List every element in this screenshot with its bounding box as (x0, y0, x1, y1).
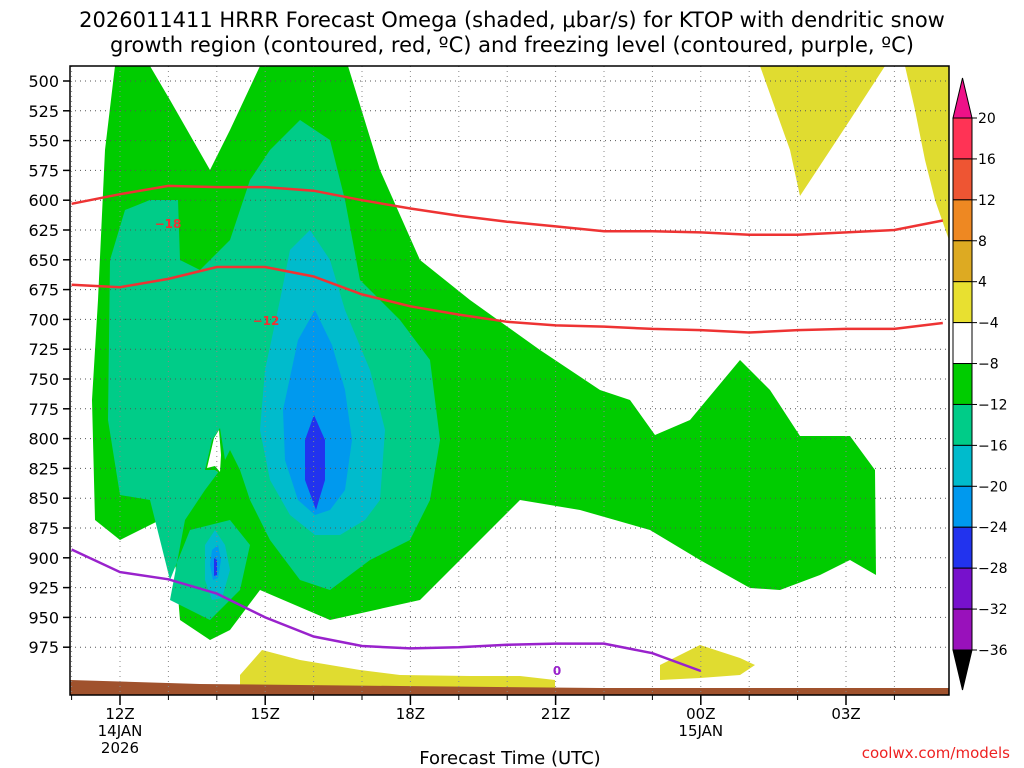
y-tick-label: 875 (28, 519, 59, 538)
y-tick-label: 525 (28, 102, 59, 121)
contour-labels: −18 −12 0 (155, 217, 562, 678)
omega-yellow-bottomright-region (660, 645, 755, 680)
x-tick-label: 18Z (396, 705, 425, 723)
colorbar-label: −24 (978, 520, 1008, 536)
omega-blue-small-region (214, 558, 217, 576)
colorbar-label: 8 (978, 234, 987, 250)
colorbar: 20 16 12 8 4 −4 −8 −12 −16 −20 −24 −28 −32 −36 (952, 77, 1008, 691)
x-tick-label: 12Z (105, 705, 134, 723)
chart-title-line1: 2026011411 HRRR Forecast Omega (shaded, … (79, 8, 945, 32)
y-tick-label: 700 (28, 310, 59, 329)
plot-border (69, 65, 950, 696)
contour-dendritic-bottom (71, 265, 943, 334)
contour-freezing-level (71, 548, 702, 673)
y-tick-label: 675 (28, 281, 59, 300)
colorbar-swatch (952, 608, 973, 651)
contour-label-minus12: −12 (253, 314, 280, 328)
colorbar-swatch (952, 281, 973, 324)
colorbar-swatch (952, 322, 973, 365)
contours (71, 184, 944, 673)
x-tick-label: 00Z (686, 705, 715, 723)
y-tick-label: 800 (28, 430, 59, 449)
omega-yellow-top-region (760, 66, 885, 196)
colorbar-label: −4 (978, 316, 999, 332)
colorbar-label: −28 (978, 561, 1008, 577)
y-tick-label: 725 (28, 340, 59, 359)
colorbar-label: −20 (978, 479, 1008, 495)
contour-label-minus18: −18 (155, 217, 182, 231)
credit-text: coolwx.com/models (862, 744, 1010, 762)
colorbar-label: −8 (978, 357, 999, 373)
colorbar-swatch (952, 444, 973, 487)
omega-yellow-bottom-region (240, 650, 555, 690)
colorbar-swatch (952, 485, 973, 528)
y-tick-label: 600 (28, 191, 59, 210)
y-tick-label: 650 (28, 251, 59, 270)
x-tick-label: 15Z (251, 705, 280, 723)
y-tick-label: 575 (28, 161, 59, 180)
chart-title-line2: growth region (contoured, red, ºC) and f… (110, 33, 914, 57)
x-tick-year: 2026 (101, 739, 139, 757)
ground-surface (70, 680, 949, 695)
y-tick-label: 775 (28, 400, 59, 419)
colorbar-swatch (952, 117, 973, 160)
colorbar-label: −16 (978, 438, 1008, 454)
x-tick-label: 03Z (831, 705, 860, 723)
colorbar-label: −36 (978, 643, 1008, 659)
colorbar-label: 20 (978, 111, 996, 127)
y-tick-label: 900 (28, 549, 59, 568)
x-tick-date: 14JAN (98, 722, 143, 740)
colorbar-swatch (952, 403, 973, 446)
colorbar-swatch (952, 567, 973, 610)
omega-yellow-topright-region (905, 66, 949, 240)
contour-dendritic-top (71, 184, 944, 237)
colorbar-bottom-arrow (952, 649, 973, 691)
x-tick-date: 15JAN (678, 722, 723, 740)
colorbar-label: 16 (978, 152, 996, 168)
colorbar-swatch (952, 526, 973, 569)
y-tick-label: 550 (28, 132, 59, 151)
colorbar-swatch (952, 240, 973, 283)
colorbar-label: −12 (978, 397, 1008, 413)
colorbar-swatch (952, 199, 973, 242)
colorbar-label: 4 (978, 275, 987, 291)
omega-white-pocket (207, 430, 221, 472)
colorbar-swatch (952, 363, 973, 405)
y-tick-label: 825 (28, 459, 59, 478)
y-tick-label: 625 (28, 221, 59, 240)
y-tick-label: 975 (28, 638, 59, 657)
x-axis-title: Forecast Time (UTC) (419, 748, 600, 768)
y-tick-label: 500 (28, 72, 59, 91)
colorbar-label: −32 (978, 602, 1008, 618)
contour-label-zero: 0 (553, 664, 561, 678)
x-tick-label: 21Z (541, 705, 570, 723)
y-tick-label: 950 (28, 608, 59, 627)
y-axis: 500 525 550 575 600 625 650 675 700 725 750 775 800 8… (28, 72, 70, 657)
y-tick-label: 850 (28, 489, 59, 508)
colorbar-swatch (952, 158, 973, 201)
omega-lightblue-region (283, 310, 352, 515)
colorbar-label: 12 (978, 193, 996, 209)
y-tick-label: 750 (28, 370, 59, 389)
colorbar-top-arrow (952, 77, 973, 119)
y-tick-label: 925 (28, 579, 59, 598)
